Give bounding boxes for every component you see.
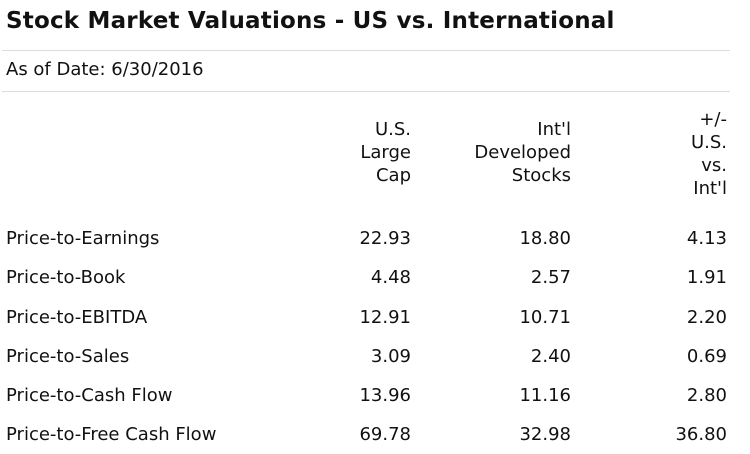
row-label: Price-to-Free Cash Flow [6, 424, 217, 445]
table-row-price-to-sales: Price-to-Sales 3.09 2.40 0.69 [0, 346, 750, 376]
difference-value: 36.80 [675, 424, 727, 445]
date-divider [2, 91, 730, 92]
difference-value: 4.13 [686, 228, 727, 249]
us-large-cap-value: 4.48 [370, 267, 411, 288]
intl-developed-value: 11.16 [519, 385, 571, 406]
difference-value: 2.20 [686, 307, 727, 328]
us-large-cap-value: 13.96 [359, 385, 411, 406]
intl-developed-value: 2.40 [530, 346, 571, 367]
table-row-price-to-cash-flow: Price-to-Cash Flow 13.96 11.16 2.80 [0, 385, 750, 415]
us-large-cap-value: 22.93 [359, 228, 411, 249]
title-divider [2, 50, 730, 51]
row-label: Price-to-Sales [6, 346, 130, 367]
difference-value: 1.91 [686, 267, 727, 288]
column-header-difference: +/- U.S. vs. Int'l [690, 109, 727, 199]
column-header-us-large-cap: U.S. Large Cap [360, 119, 411, 186]
us-large-cap-value: 12.91 [359, 307, 411, 328]
intl-developed-value: 32.98 [519, 424, 571, 445]
intl-developed-value: 10.71 [519, 307, 571, 328]
row-label: Price-to-Cash Flow [6, 385, 173, 406]
table-row-price-to-book: Price-to-Book 4.48 2.57 1.91 [0, 267, 750, 297]
us-large-cap-value: 69.78 [359, 424, 411, 445]
row-label: Price-to-Book [6, 267, 126, 288]
difference-value: 0.69 [686, 346, 727, 367]
page-title: Stock Market Valuations - US vs. Interna… [6, 8, 615, 34]
table-row-price-to-free-cash-flow: Price-to-Free Cash Flow 69.78 32.98 36.8… [0, 424, 750, 454]
row-label: Price-to-EBITDA [6, 307, 148, 328]
table-row-price-to-ebitda: Price-to-EBITDA 12.91 10.71 2.20 [0, 307, 750, 337]
as-of-date: As of Date: 6/30/2016 [6, 59, 204, 80]
difference-value: 2.80 [686, 385, 727, 406]
intl-developed-value: 18.80 [519, 228, 571, 249]
intl-developed-value: 2.57 [530, 267, 571, 288]
row-label: Price-to-Earnings [6, 228, 160, 249]
us-large-cap-value: 3.09 [370, 346, 411, 367]
column-header-intl-developed: Int'l Developed Stocks [474, 119, 571, 186]
table-row-price-to-earnings: Price-to-Earnings 22.93 18.80 4.13 [0, 228, 750, 258]
